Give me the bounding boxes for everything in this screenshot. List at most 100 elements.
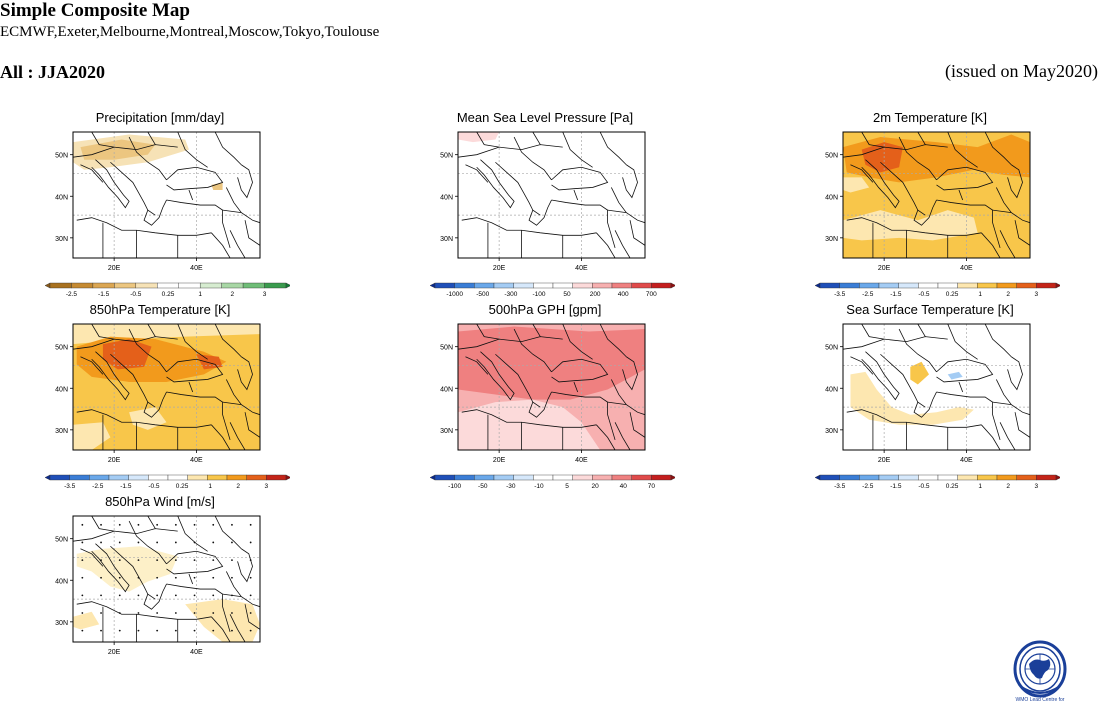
wmo-logo: WMO Lead Centre for xyxy=(1004,640,1076,708)
lat-label: 50N xyxy=(55,153,68,160)
map-wind850: 50N 40N 30N 20E 40E xyxy=(55,515,261,656)
colorbar-label: 2 xyxy=(236,483,240,490)
panel-t2m: 2m Temperature [K] 50N 40N 30N 20E 40E -3.5 -2… xyxy=(800,110,1062,300)
colorbar-label: 200 xyxy=(590,291,601,298)
map-t2m: 50N 40N 30N 20E 40E -3.5 -2.5 -1.5 -0.5 0.25 1 2 3 xyxy=(814,131,1062,298)
panel-gph500: 500hPa GPH [gpm] 50N 40N 30N 20E 40E -100 -50-… xyxy=(415,302,677,492)
issued-label: (issued on May2020) xyxy=(945,61,1098,81)
colorbar: -2.5 -1.5 -0.5 0.25 1 2 3 xyxy=(44,282,292,298)
colorbar-label: -1.5 xyxy=(890,483,902,490)
lon-label: 40E xyxy=(190,649,203,656)
colorbar-label: -2.5 xyxy=(92,483,104,490)
lat-label: 40N xyxy=(55,194,68,201)
colorbar-label: -0.5 xyxy=(918,483,930,490)
colorbar: -100 -50 -30 -10 5 20 40 70 xyxy=(429,474,677,490)
colorbar-label: -500 xyxy=(476,291,489,298)
map-field xyxy=(458,132,645,258)
panel-title: Sea Surface Temperature [K] xyxy=(846,302,1014,317)
lon-label: 20E xyxy=(108,265,121,272)
lon-label: 20E xyxy=(493,265,506,272)
wmo-emblem-icon xyxy=(1013,640,1067,698)
colorbar-label: 1 xyxy=(978,291,982,298)
lat-label: 40N xyxy=(440,194,453,201)
lon-label: 20E xyxy=(108,649,121,656)
colorbar-label: 0.25 xyxy=(946,291,959,298)
colorbar-label: 20 xyxy=(592,483,600,490)
panel-precip: Precipitation [mm/day] 50N 40N 30N 20E 40E -2… xyxy=(30,110,292,300)
colorbar: -3.5 -2.5 -1.5 -0.5 0.25 1 2 3 xyxy=(814,474,1062,490)
map-gph500: 50N 40N 30N 20E 40E -100 -50 -30 -10 5 20 40 70 xyxy=(429,323,677,490)
colorbar-label: -300 xyxy=(504,291,517,298)
panel-title: Mean Sea Level Pressure [Pa] xyxy=(456,110,634,125)
lat-label: 40N xyxy=(825,386,838,393)
lat-label: 30N xyxy=(55,620,68,627)
map-field xyxy=(73,324,260,450)
lon-label: 20E xyxy=(493,457,506,464)
colorbar-label: -2.5 xyxy=(862,291,874,298)
colorbar-label: -100 xyxy=(448,483,461,490)
colorbar-label: -30 xyxy=(506,483,516,490)
colorbar: -1000 -500 -300 -100 50 200 400 700 xyxy=(429,282,677,298)
panel-sst: Sea Surface Temperature [K] 50N 40N 30N 20E… xyxy=(800,302,1062,492)
lat-label: 30N xyxy=(825,428,838,435)
colorbar-label: 3 xyxy=(1035,291,1039,298)
lat-label: 40N xyxy=(440,386,453,393)
lon-label: 20E xyxy=(108,457,121,464)
colorbar-label: -10 xyxy=(534,483,544,490)
colorbar: -3.5 -2.5 -1.5 -0.5 0.25 1 2 3 xyxy=(44,474,292,490)
lat-label: 30N xyxy=(440,236,453,243)
colorbar-label: 3 xyxy=(263,291,267,298)
lon-label: 20E xyxy=(878,457,891,464)
colorbar-label: 1 xyxy=(198,291,202,298)
colorbar-label: -0.5 xyxy=(918,291,930,298)
colorbar-label: -2.5 xyxy=(66,291,78,298)
colorbar-label: 2 xyxy=(1006,291,1010,298)
colorbar-label: 700 xyxy=(646,291,657,298)
panel-title: 500hPa GPH [gpm] xyxy=(488,302,602,317)
lon-label: 20E xyxy=(878,265,891,272)
page-title: Simple Composite Map xyxy=(0,0,190,21)
lat-label: 30N xyxy=(55,428,68,435)
colorbar-label: 5 xyxy=(565,483,569,490)
colorbar-label: -50 xyxy=(478,483,488,490)
colorbar-label: 3 xyxy=(265,483,269,490)
lat-label: 50N xyxy=(55,537,68,544)
colorbar-label: 50 xyxy=(563,291,571,298)
colorbar-label: 3 xyxy=(1035,483,1039,490)
colorbar-label: -0.5 xyxy=(130,291,142,298)
panel-mslp: Mean Sea Level Pressure [Pa] 50N 40N 30N 20… xyxy=(415,110,677,300)
panel-title: 850hPa Wind [m/s] xyxy=(105,494,215,509)
map-sst: 50N 40N 30N 20E 40E -3.5 -2.5 -1.5 -0.5 0.25 1 2 3 xyxy=(814,323,1062,490)
colorbar-label: -3.5 xyxy=(64,483,76,490)
colorbar-label: 40 xyxy=(620,483,628,490)
colorbar-label: -1.5 xyxy=(120,483,132,490)
lon-label: 40E xyxy=(960,265,973,272)
lat-label: 50N xyxy=(825,153,838,160)
panel-title: 850hPa Temperature [K] xyxy=(89,302,231,317)
map-field xyxy=(73,516,260,642)
colorbar-label: 400 xyxy=(618,291,629,298)
lat-label: 30N xyxy=(55,236,68,243)
panel-t850: 850hPa Temperature [K] 50N 40N 30N 20E 40E -3… xyxy=(30,302,292,492)
colorbar-label: 0.25 xyxy=(176,483,189,490)
lat-label: 50N xyxy=(440,345,453,352)
colorbar: -3.5 -2.5 -1.5 -0.5 0.25 1 2 3 xyxy=(814,282,1062,298)
colorbar-label: -0.5 xyxy=(148,483,160,490)
lat-label: 40N xyxy=(55,386,68,393)
colorbar-label: -1000 xyxy=(446,291,463,298)
map-field xyxy=(843,132,1030,258)
colorbar-label: -1.5 xyxy=(98,291,110,298)
panel-wind850: 850hPa Wind [m/s] 50N 40N 30N 20E 40E xyxy=(30,494,290,684)
map-field xyxy=(843,324,1030,450)
lat-label: 50N xyxy=(55,345,68,352)
map-t850: 50N 40N 30N 20E 40E -3.5 -2.5 -1.5 -0.5 0.25 1 2 3 xyxy=(44,323,292,490)
lat-label: 40N xyxy=(55,578,68,585)
colorbar-label: -100 xyxy=(532,291,545,298)
colorbar-label: 0.25 xyxy=(162,291,175,298)
lat-label: 40N xyxy=(825,194,838,201)
colorbar-label: 1 xyxy=(208,483,212,490)
colorbar-label: -3.5 xyxy=(834,291,846,298)
lat-label: 30N xyxy=(825,236,838,243)
map-precip: 50N 40N 30N 20E 40E -2.5 -1.5 -0.5 0.25 1 2 3 xyxy=(44,131,292,298)
colorbar-label: 1 xyxy=(978,483,982,490)
